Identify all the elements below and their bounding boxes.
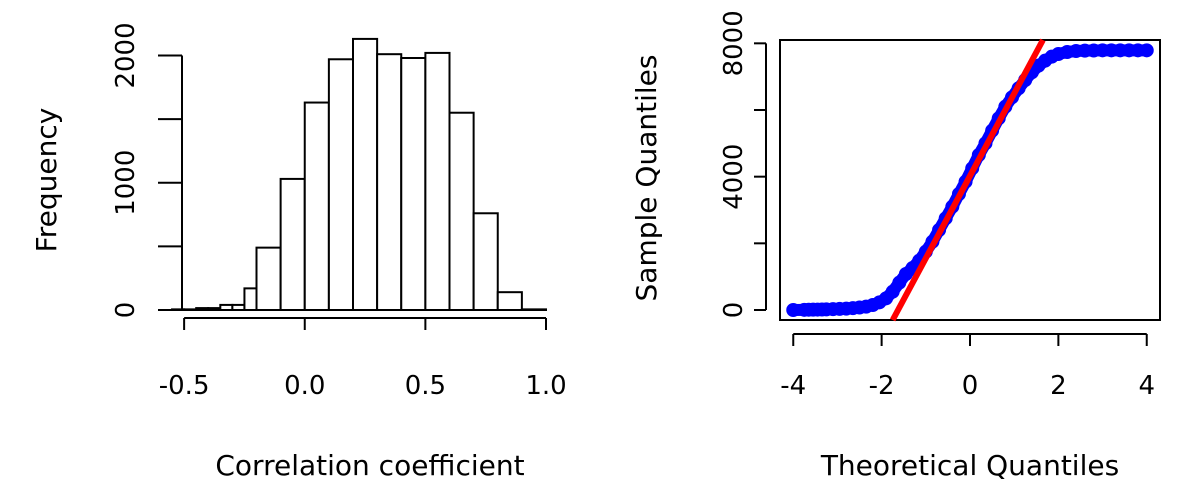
qq-point [819, 302, 834, 317]
qq-point [801, 302, 816, 317]
qq-y-tick-label: 4000 [719, 144, 749, 210]
qq-y-ticks: 0 4000 8000 [719, 10, 766, 318]
qq-point [852, 300, 867, 315]
histogram-bar [472, 212, 499, 311]
histogram-bar [496, 291, 523, 312]
qq-x-axis-title: Theoretical Quantiles [820, 449, 1119, 482]
histogram-bar [352, 37, 379, 312]
qq-point [859, 299, 874, 314]
qq-y-tick-label: 0 [719, 302, 749, 319]
histogram-bar [520, 308, 547, 312]
qq-point [885, 284, 900, 299]
qq-point [1122, 43, 1137, 58]
qq-point [845, 301, 860, 316]
qq-point [1130, 43, 1145, 58]
histogram-x-tick-label: 0.0 [284, 371, 325, 401]
qq-point [1095, 43, 1110, 58]
histogram-bar [219, 303, 234, 311]
histogram-bar [448, 111, 475, 311]
qq-point [832, 301, 847, 316]
qq-y-axis-title: Sample Quantiles [630, 55, 663, 302]
histogram-bar [195, 307, 210, 312]
histogram-bar [255, 246, 282, 312]
qq-x-tick-label: 4 [1138, 371, 1155, 401]
qq-point [826, 302, 841, 317]
qq-x-tick-label: -4 [780, 371, 806, 401]
histogram-bar [207, 307, 222, 312]
qq-point [892, 275, 907, 290]
histogram-y-axis-title: Frequency [30, 108, 63, 253]
histogram-bar [327, 58, 354, 312]
histogram-bar [243, 287, 258, 312]
qq-point [1044, 49, 1059, 64]
qq-x-tick-label: 2 [1050, 371, 1067, 401]
histogram-bars [171, 37, 547, 312]
qq-point [797, 302, 812, 317]
histogram-y-tick-label: 2000 [111, 22, 141, 88]
qq-point [810, 302, 825, 317]
qq-x-tick-label: 0 [962, 371, 979, 401]
qq-point [1051, 47, 1066, 61]
histogram-bar [279, 177, 306, 311]
qq-y-tick-label: 8000 [719, 10, 749, 76]
histogram-x-axis-title: Correlation coefficient [215, 449, 524, 482]
qq-point [1077, 43, 1092, 58]
histogram-bar [424, 51, 451, 312]
qq-x-tick-label: -2 [869, 371, 895, 401]
qq-reference-line [890, 38, 1046, 322]
qq-x-ticks: -4 -2 0 2 4 [780, 334, 1155, 401]
histogram-bar [376, 53, 403, 311]
qq-point [1069, 44, 1084, 58]
histogram-y-tick-label: 1000 [111, 150, 141, 216]
histogram-bar [231, 303, 246, 311]
qq-point [1113, 43, 1128, 58]
qq-point [865, 298, 880, 312]
histogram-x-tick-label: 0.5 [405, 371, 446, 401]
qq-point [1086, 43, 1101, 58]
qq-point [806, 302, 821, 317]
qq-point [1104, 43, 1119, 58]
histogram-y-ticks: 0 1000 2000 [111, 22, 182, 318]
histogram-bar [303, 101, 330, 311]
histogram-bar [183, 308, 198, 312]
qq-point [1139, 43, 1154, 58]
histogram-y-tick-label: 0 [111, 302, 141, 319]
histogram-panel: -0.5 0.0 0.5 1.0 0 1000 2000 Correlation coef… [30, 22, 567, 482]
qq-plot-frame [779, 39, 1161, 321]
histogram-x-tick-label: -0.5 [159, 371, 210, 401]
histogram-bar [400, 57, 427, 311]
qq-point [839, 301, 854, 316]
histogram-x-tick-label: 1.0 [525, 371, 566, 401]
qq-point [1060, 45, 1075, 59]
histogram-x-ticks: -0.5 0.0 0.5 1.0 [159, 318, 567, 401]
